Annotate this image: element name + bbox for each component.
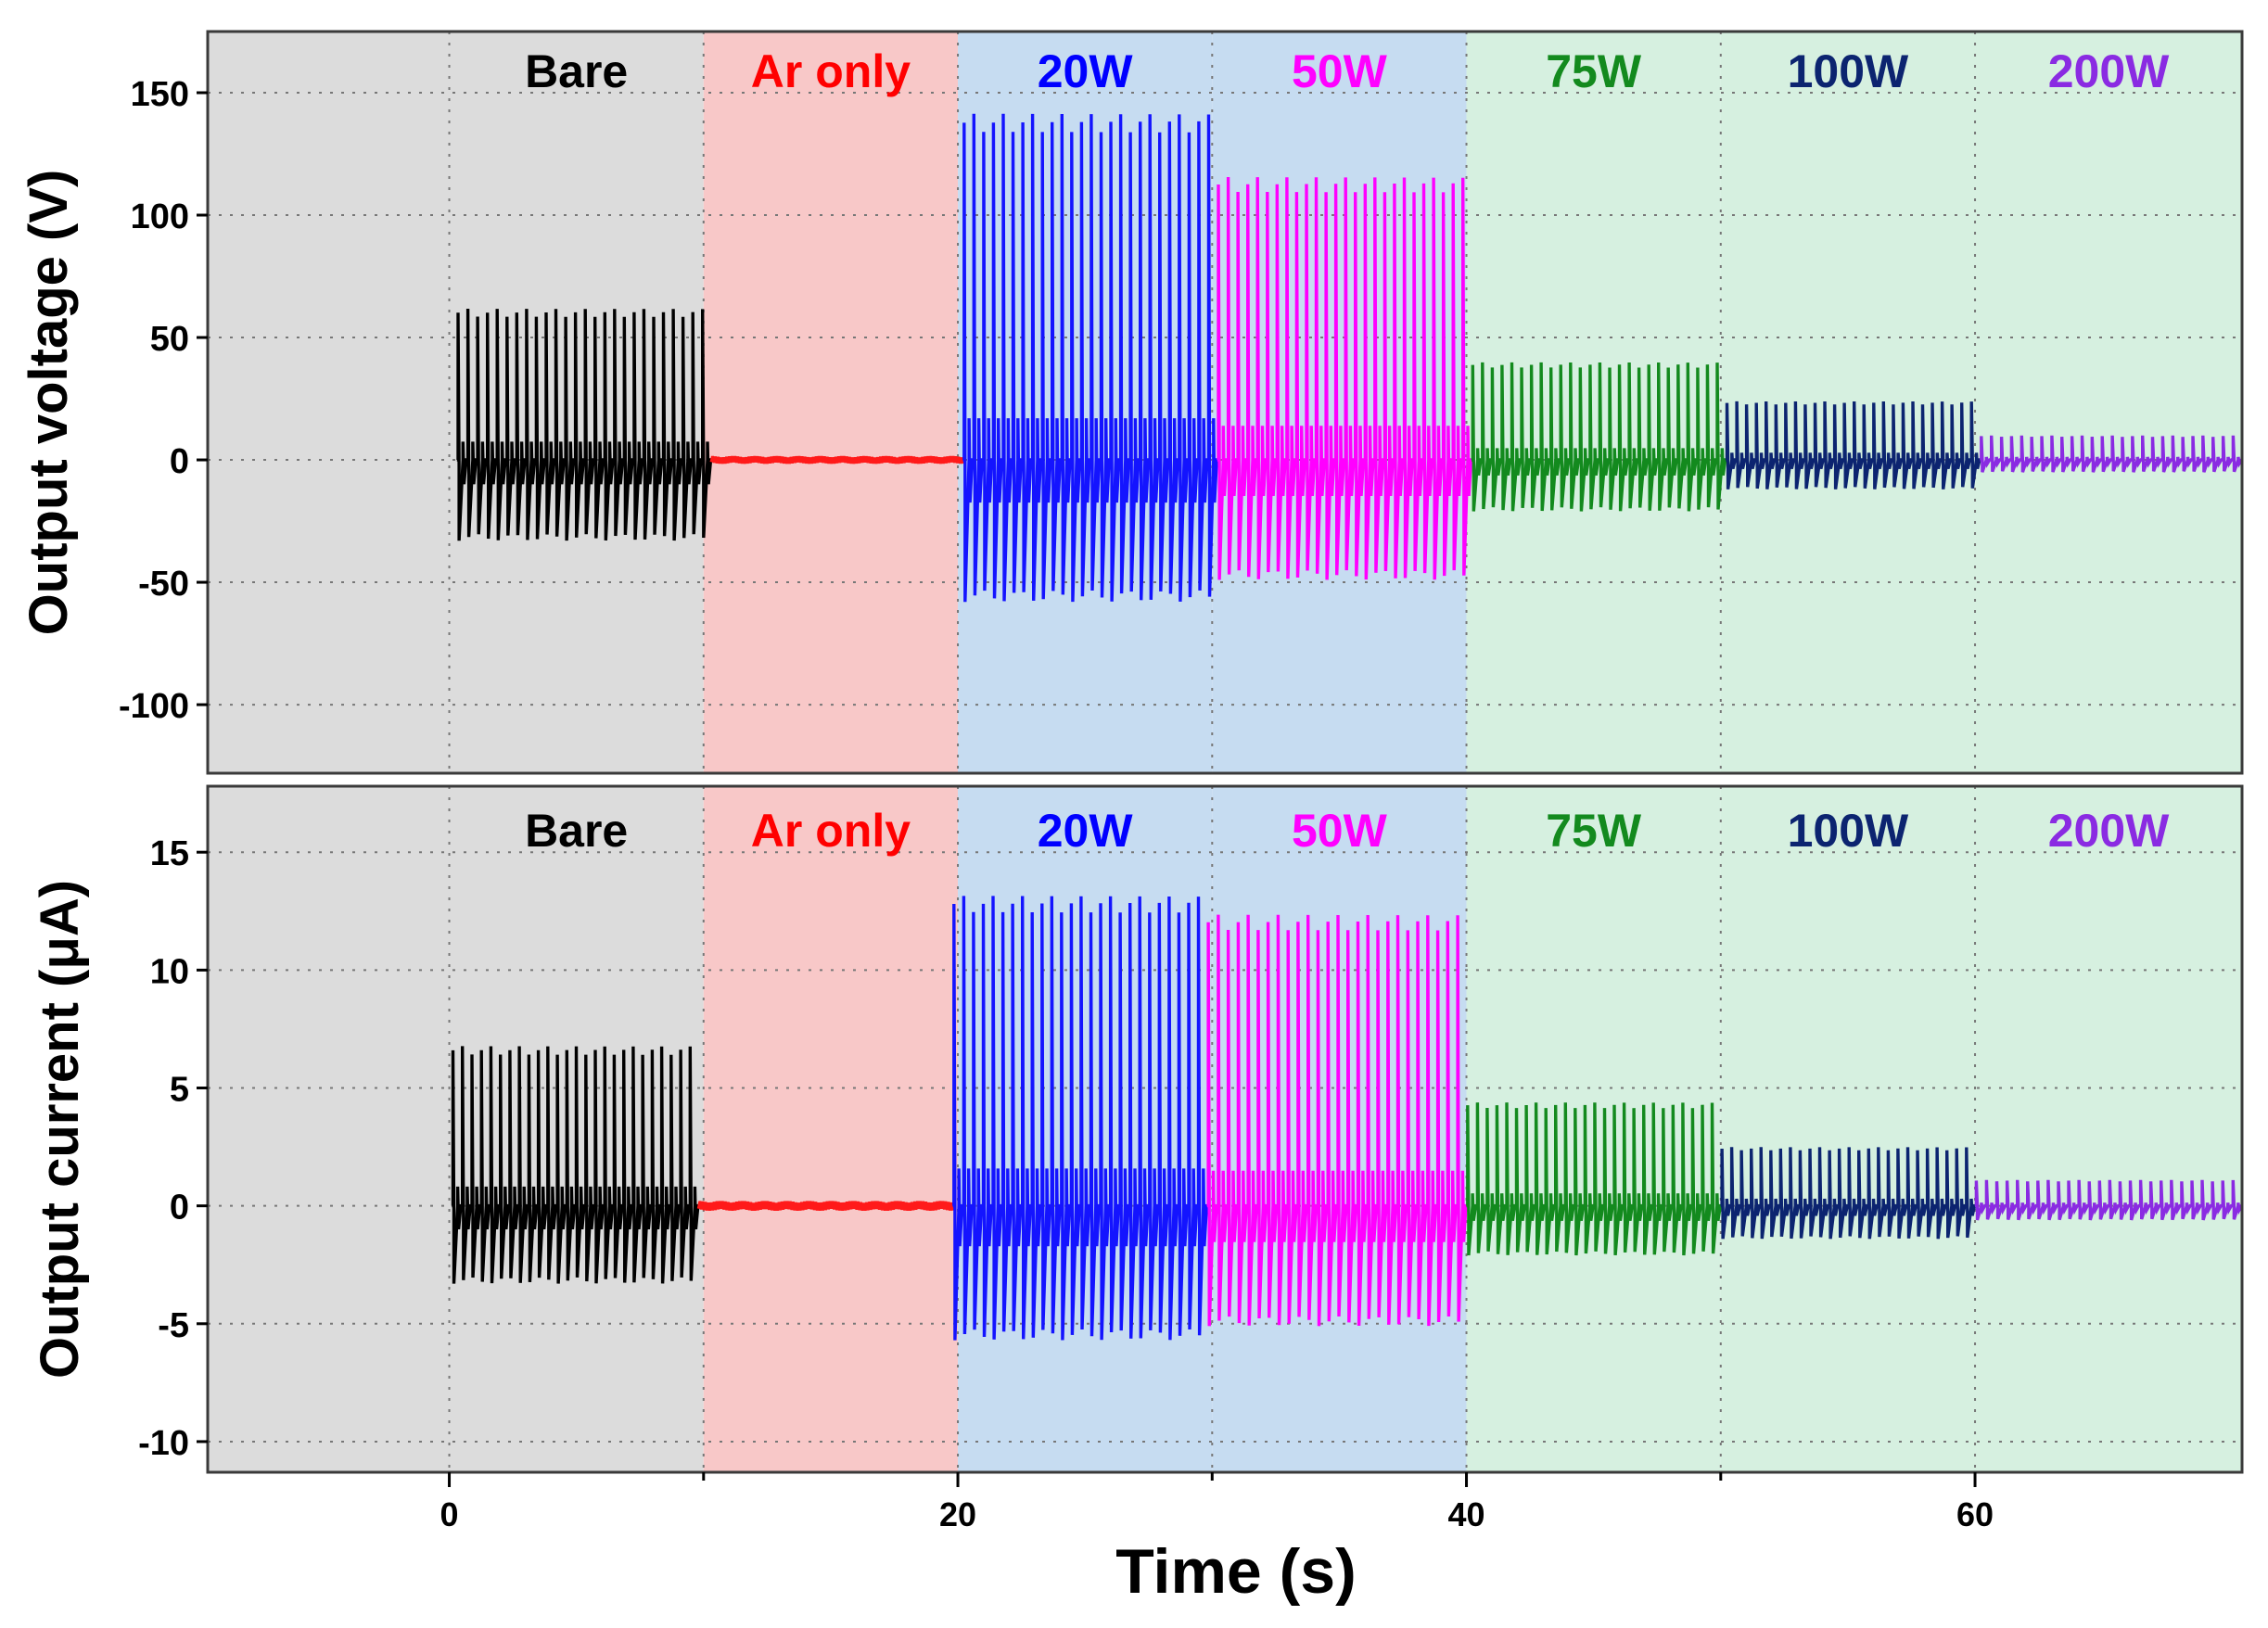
background-region-current-1 <box>703 786 959 1472</box>
series-voltage-2 <box>962 113 1218 603</box>
background-region-voltage-4 <box>1466 32 1721 773</box>
series-current-6 <box>1974 1179 2243 1221</box>
segment-label-current-4: 75W <box>1546 805 1642 857</box>
y-tick-label-voltage-4: -50 <box>138 565 189 604</box>
panel-voltage: Bare Ar only 20W 50W 75W 100W 200W 150 100 50 0 -50… <box>19 30 2244 775</box>
x-tick-label-1: 20 <box>939 1495 976 1533</box>
y-tick-label-current-4: -5 <box>158 1306 189 1345</box>
background-region-current-0 <box>208 786 704 1472</box>
y-tick-label-voltage-3: 0 <box>170 442 189 481</box>
panel-current: Bare Ar only 20W 50W 75W 100W 200W 15 10 5 0 -5 -10 O… <box>30 784 2244 1474</box>
plot-frame-current <box>206 784 2244 1474</box>
background-region-voltage-3 <box>1212 32 1467 773</box>
segment-label-voltage-5: 100W <box>1788 45 1909 97</box>
plot-frame-voltage <box>206 30 2244 775</box>
series-voltage-1 <box>709 455 964 464</box>
series-current-1 <box>696 1201 955 1211</box>
y-tick-label-current-3: 0 <box>170 1189 189 1227</box>
x-axis-label: Time (s) <box>1115 1536 1356 1607</box>
series-current-4 <box>1466 1102 1722 1256</box>
y-axis-label-current: Output current (μA) <box>30 880 90 1379</box>
background-region-voltage-5 <box>1720 32 1976 773</box>
segment-label-voltage-3: 50W <box>1292 45 1388 97</box>
segment-label-current-6: 200W <box>2048 805 2170 857</box>
x-axis: 0 20 40 60 <box>440 1472 1994 1533</box>
background-region-current-5 <box>1720 786 1976 1472</box>
background-region-current-2 <box>958 786 1213 1472</box>
segment-label-voltage-2: 20W <box>1038 45 1134 97</box>
segment-label-voltage-0: Bare <box>525 45 628 97</box>
segment-label-voltage-4: 75W <box>1546 45 1642 97</box>
series-current-2 <box>952 896 1208 1341</box>
series-voltage-6 <box>1980 435 2243 473</box>
segment-label-voltage-6: 200W <box>2048 45 2170 97</box>
segment-label-current-0: Bare <box>525 805 628 857</box>
background-region-voltage-0 <box>208 32 704 773</box>
y-tick-label-current-2: 5 <box>170 1070 189 1109</box>
background-region-voltage-1 <box>703 32 959 773</box>
y-tick-label-voltage-1: 100 <box>131 197 189 236</box>
series-current-5 <box>1720 1147 1977 1240</box>
y-tick-label-voltage-5: -100 <box>119 687 189 726</box>
x-tick-label-3: 60 <box>1956 1495 1994 1533</box>
segment-label-current-1: Ar only <box>751 805 911 857</box>
y-tick-label-current-1: 10 <box>150 952 189 991</box>
series-current-0 <box>451 1046 700 1284</box>
segment-label-current-5: 100W <box>1788 805 1909 857</box>
y-tick-label-voltage-0: 150 <box>131 75 189 114</box>
segment-label-current-2: 20W <box>1038 805 1134 857</box>
background-region-voltage-6 <box>1975 32 2242 773</box>
y-tick-label-current-0: 15 <box>150 834 189 873</box>
segment-label-voltage-1: Ar only <box>751 45 911 97</box>
y-axis-label-voltage: Output voltage (V) <box>19 170 79 636</box>
y-tick-label-voltage-2: 50 <box>150 320 189 359</box>
segment-label-current-3: 50W <box>1292 805 1388 857</box>
y-tick-label-current-5: -10 <box>138 1424 189 1463</box>
series-voltage-3 <box>1217 176 1473 580</box>
x-tick-label-2: 40 <box>1448 1495 1485 1533</box>
series-voltage-0 <box>456 308 713 541</box>
x-tick-label-0: 0 <box>440 1495 459 1533</box>
series-voltage-5 <box>1725 401 1981 490</box>
series-voltage-4 <box>1471 362 1727 512</box>
background-region-voltage-2 <box>958 32 1213 773</box>
background-region-current-6 <box>1975 786 2242 1472</box>
series-current-3 <box>1206 914 1468 1327</box>
